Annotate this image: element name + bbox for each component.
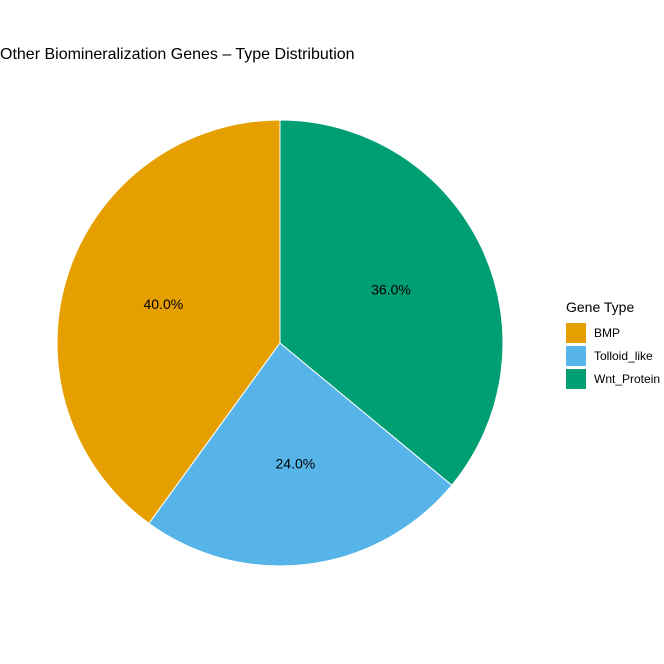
legend-swatch-bmp [566,322,586,343]
pie-slice-tolloid-like [148,342,453,567]
pie-labels: 40.0% 24.0% 36.0% [144,281,411,471]
pie-slices [56,119,504,567]
chart-title: Other Biomineralization Genes – Type Dis… [0,46,355,63]
slice-label-tolloid-like: 24.0% [276,455,316,471]
pie-slice-bmp [56,119,281,525]
legend-label-bmp: BMP [594,325,621,340]
legend-title: Gene Type [566,299,635,315]
slice-label-wnt-protein: 36.0% [371,281,411,297]
legend-item-wnt-protein: Wnt_Protein [566,367,660,390]
legend-swatch-tolloid-like [566,345,586,366]
legend-label-tolloid-like: Tolloid_like [594,348,653,363]
pie-slice-wnt-protein [279,119,504,486]
legend: Gene Type BMP Tolloid_like Wnt_Protein [566,299,660,390]
legend-item-tolloid-like: Tolloid_like [566,344,660,367]
legend-item-bmp: BMP [566,321,660,344]
legend-label-wnt-protein: Wnt_Protein [594,371,661,386]
slice-label-bmp: 40.0% [144,296,184,312]
legend-swatch-wnt-protein [566,368,586,389]
